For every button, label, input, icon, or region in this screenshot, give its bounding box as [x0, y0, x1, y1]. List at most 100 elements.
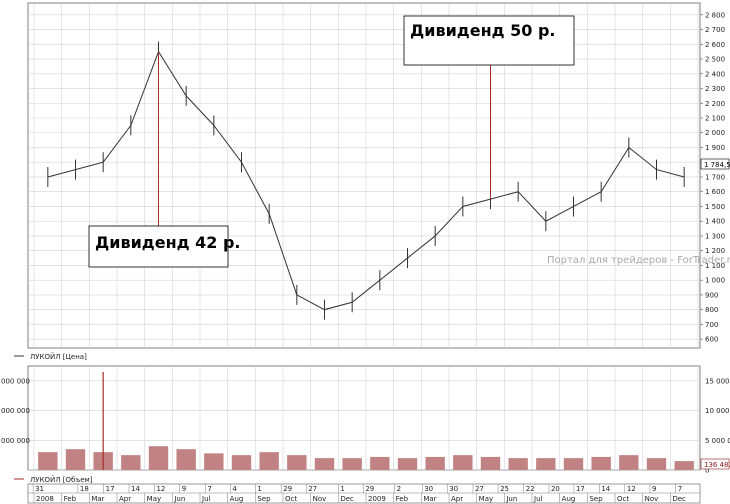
volume-bar	[204, 453, 224, 470]
last-volume-box	[700, 458, 730, 470]
time-month-label: Mar	[91, 495, 104, 503]
legend-label: ЛУКОЙЛ [Объем]	[30, 475, 93, 484]
volume-tick-label: 10 000 000	[705, 407, 730, 415]
volume-bar	[342, 458, 362, 470]
price-tick-label: 1 100	[705, 262, 725, 270]
price-tick-label: 2 500	[705, 56, 725, 64]
time-day-label: 29	[365, 485, 374, 493]
time-day-label: 31	[35, 485, 44, 493]
time-day-label: 30	[424, 485, 433, 493]
time-day-label: 17	[106, 485, 115, 493]
time-day-label: 9	[182, 485, 186, 493]
time-day-label: 12	[156, 485, 165, 493]
price-legend: ЛУКОЙЛ [Цена]	[14, 352, 87, 361]
volume-bar	[259, 452, 279, 470]
price-tick-label: 1 700	[705, 173, 725, 181]
time-month-label: 2008	[36, 495, 54, 503]
time-day-label: 22	[526, 485, 535, 493]
volume-bar	[563, 458, 584, 470]
price-panel	[27, 2, 701, 349]
last-volume-label: 136 482	[704, 461, 730, 469]
volume-bar	[287, 455, 307, 470]
price-tick-label: 700	[705, 321, 718, 329]
time-day-label: 2	[397, 485, 401, 493]
volume-tick-label: 15 000 000	[705, 377, 730, 385]
annotation-text: Дивиденд 42 р.	[95, 233, 240, 252]
dividend-50-annotation: Дивиденд 50 р.	[403, 15, 575, 66]
time-day-label: 25	[500, 485, 509, 493]
volume-tick-label: 0	[705, 467, 709, 475]
time-month-label: Sep	[257, 495, 271, 503]
last-price-box	[700, 158, 730, 170]
time-month-label: Jul	[533, 495, 543, 503]
volume-bar	[397, 458, 418, 470]
time-axis-labels: 31 18 17 14 12 9 7 4 1 29 27 1 29 2 30 30 27 25 22 20 17 14 12…	[32, 484, 686, 503]
volume-bar	[176, 449, 196, 470]
time-month-label: Nov	[645, 495, 659, 503]
time-day-label: 18	[80, 485, 89, 493]
volume-legend: ЛУКОЙЛ [Объем]	[14, 475, 93, 484]
time-day-label: 27	[475, 485, 484, 493]
time-month-label: Nov	[313, 495, 327, 503]
time-month-label: Aug	[562, 495, 576, 503]
price-tick-label: 2 100	[705, 115, 725, 123]
time-month-label: Dec	[340, 495, 354, 503]
volume-bar	[231, 455, 252, 470]
volume-bar	[370, 456, 390, 470]
price-grid	[28, 3, 700, 348]
price-tick-label: 2 000	[705, 129, 725, 137]
volume-bar	[646, 458, 667, 470]
volume-bar	[121, 455, 141, 470]
time-month-label: Feb	[396, 495, 409, 503]
annotation-text: Дивиденд 50 р.	[410, 21, 555, 40]
volume-bar	[591, 456, 611, 470]
time-month-label: Aug	[230, 495, 244, 503]
price-tick-label: 900	[705, 291, 718, 299]
volume-bar	[536, 458, 556, 470]
price-tick-label: 1 200	[705, 247, 725, 255]
volume-tick-label: 5 000 000	[705, 437, 730, 445]
last-price-label: 1 784,5	[704, 161, 730, 169]
time-month-label: Apr	[451, 495, 463, 503]
time-day-label: 29	[283, 485, 292, 493]
volume-left-tick-label: 000 000	[1, 377, 30, 385]
price-tick-label: 2 400	[705, 70, 725, 78]
last-volume-marker: 136 482	[700, 458, 730, 470]
price-tick-label: 1 000	[705, 277, 725, 285]
volume-left-tick-label: 000 000	[1, 437, 30, 445]
volume-left-tick-label: 000 000	[1, 407, 30, 415]
time-day-label: 1	[340, 485, 344, 493]
price-tick-label: 600	[705, 336, 718, 344]
time-month-label: Oct	[617, 495, 629, 503]
volume-bar	[314, 458, 335, 470]
price-tick-label: 1 600	[705, 188, 725, 196]
price-tick-label: 2 700	[705, 26, 725, 34]
time-day-label: 4	[232, 485, 237, 493]
time-day-label: 30	[449, 485, 458, 493]
price-tick-label: 1 500	[705, 203, 725, 211]
price-tick-label: 1 400	[705, 218, 725, 226]
time-month-label: May	[147, 495, 161, 503]
volume-bar	[674, 461, 694, 470]
time-month-label: Jun	[173, 495, 185, 503]
time-month-label: Mar	[423, 495, 436, 503]
dividend-42-annotation: Дивиденд 42 р.	[88, 225, 240, 268]
price-tick-label: 1 300	[705, 232, 725, 240]
time-day-label: 7	[678, 485, 682, 493]
time-day-label: 12	[627, 485, 636, 493]
price-line	[47, 50, 685, 311]
price-tick-label: 2 600	[705, 41, 725, 49]
time-day-label: 17	[576, 485, 585, 493]
last-price-marker: 1 784,5	[700, 158, 730, 170]
time-day-label: 9	[652, 485, 656, 493]
time-month-label: Oct	[285, 495, 297, 503]
time-month-label: May	[479, 495, 493, 503]
time-day-label: 14	[131, 485, 140, 493]
legend-label: ЛУКОЙЛ [Цена]	[30, 352, 87, 361]
annotation-box	[88, 225, 229, 268]
time-month-label: Apr	[119, 495, 131, 503]
volume-y-axis: 0 5 000 000 10 000 000 15 000 000 000 000 000…	[1, 377, 730, 474]
volume-bar	[425, 456, 445, 470]
time-month-label: Feb	[64, 495, 77, 503]
volume-bar	[453, 455, 473, 470]
